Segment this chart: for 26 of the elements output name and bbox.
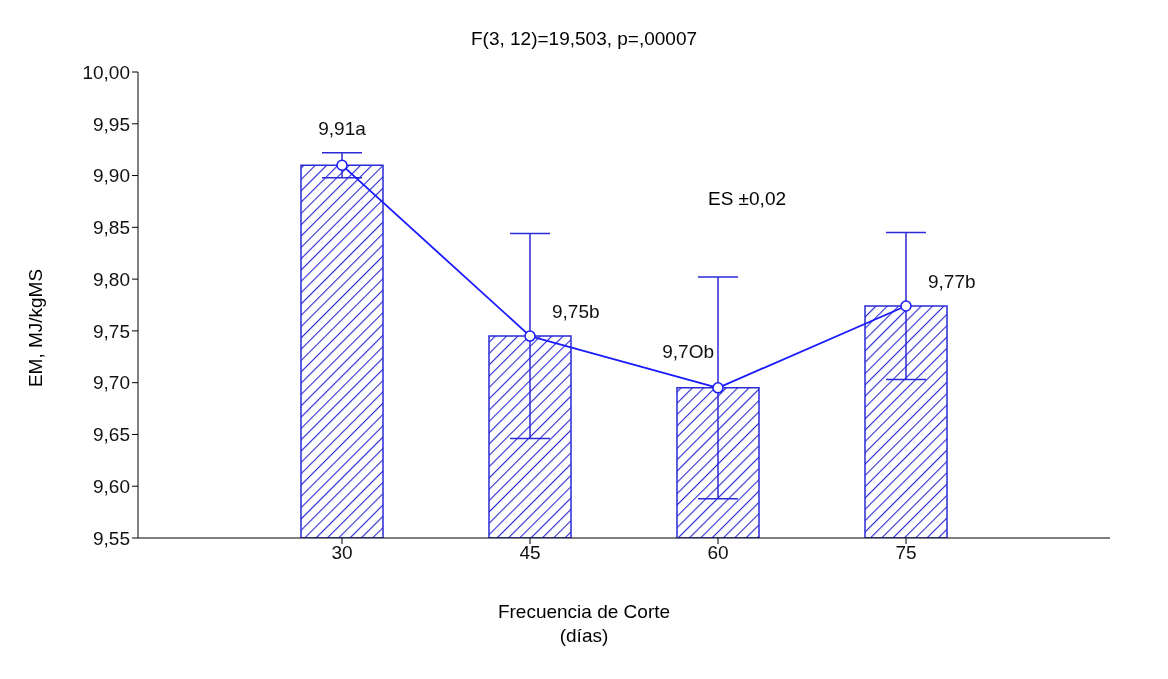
point: [524, 330, 536, 342]
point: [712, 382, 724, 394]
y-tick-label: 9,90: [93, 165, 130, 187]
y-tick-label: 9,85: [93, 217, 130, 239]
point: [336, 159, 348, 171]
x-tick-label: 75: [895, 542, 917, 564]
y-tick-label: 9,60: [93, 475, 130, 497]
x-axis-title: Frecuencia de Corte (días): [496, 600, 672, 648]
y-tick-label: 9,55: [93, 527, 130, 549]
x-tick-label: 60: [707, 542, 729, 564]
data-label: 9,7Ob: [662, 340, 714, 362]
y-tick-label: 9,75: [93, 320, 130, 342]
annotation: ES ±0,02: [708, 188, 787, 210]
x-tick-label: 30: [331, 542, 353, 564]
y-tick-label: 10,00: [82, 61, 130, 83]
x-tick-label: 45: [519, 542, 541, 564]
data-label: 9,75b: [552, 301, 600, 323]
y-tick-label: 9,95: [93, 113, 130, 135]
data-label: 9,91a: [318, 118, 367, 140]
y-tick-label: 9,80: [93, 268, 130, 290]
y-tick-label: 9,65: [93, 424, 130, 446]
chart-title: F(3, 12)=19,503, p=,00007: [469, 28, 699, 50]
data-label: 9,77b: [928, 271, 976, 293]
y-axis-title: EM, MJ/kgMS: [25, 268, 47, 388]
point: [900, 300, 912, 312]
y-tick-label: 9,70: [93, 372, 130, 394]
